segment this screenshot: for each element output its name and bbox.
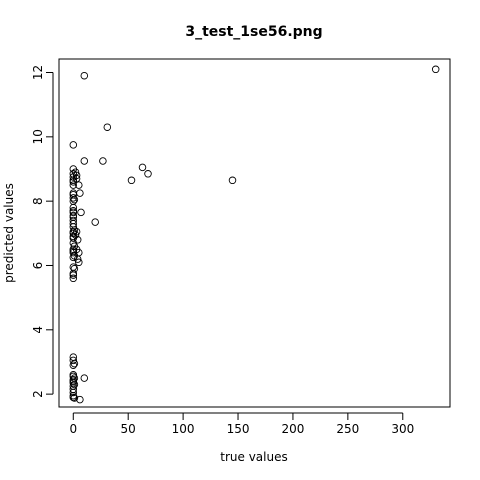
y-tick-label: 12 bbox=[31, 65, 45, 80]
x-tick-label: 150 bbox=[227, 422, 250, 436]
x-tick-label: 250 bbox=[336, 422, 359, 436]
data-point bbox=[69, 356, 78, 365]
data-point bbox=[144, 170, 152, 178]
data-point bbox=[69, 208, 78, 217]
data-point bbox=[70, 394, 79, 402]
y-tick-label: 4 bbox=[31, 326, 45, 334]
y-tick-label: 8 bbox=[31, 197, 45, 205]
y-tick-label: 10 bbox=[31, 129, 45, 144]
data-point bbox=[103, 123, 112, 131]
data-point bbox=[69, 274, 78, 283]
y-axis: 2 4 6 8 10 12 bbox=[31, 65, 54, 398]
data-point bbox=[69, 229, 78, 238]
x-axis: 0 50 100 150 200 250 300 bbox=[69, 412, 414, 436]
data-point bbox=[73, 255, 82, 263]
data-point bbox=[70, 264, 79, 273]
x-tick-label: 200 bbox=[281, 422, 304, 436]
data-point bbox=[70, 195, 79, 204]
data-point bbox=[91, 218, 99, 226]
data-point bbox=[69, 203, 78, 212]
data-point bbox=[69, 253, 78, 262]
data-point bbox=[80, 71, 89, 80]
x-tick-label: 300 bbox=[391, 422, 414, 436]
data-point bbox=[431, 65, 440, 74]
data-point bbox=[70, 380, 79, 389]
data-points bbox=[69, 65, 440, 404]
data-point bbox=[69, 393, 78, 402]
plot-frame bbox=[58, 58, 451, 408]
x-tick-label: 100 bbox=[172, 422, 195, 436]
data-point bbox=[69, 271, 78, 279]
data-point bbox=[76, 395, 84, 404]
x-tick-label: 0 bbox=[69, 422, 77, 436]
chart-title: 3_test_1se56.png bbox=[185, 24, 322, 40]
data-point bbox=[69, 248, 78, 257]
data-point bbox=[77, 208, 85, 217]
data-point bbox=[75, 181, 83, 189]
data-point bbox=[69, 234, 78, 242]
data-point bbox=[69, 181, 78, 189]
data-point bbox=[76, 189, 84, 197]
data-point bbox=[69, 388, 78, 397]
y-axis-label: predicted values bbox=[2, 183, 16, 283]
data-point bbox=[80, 157, 89, 165]
data-point bbox=[127, 176, 136, 185]
x-tick-label: 50 bbox=[121, 422, 136, 436]
data-point bbox=[80, 374, 89, 382]
data-point bbox=[69, 178, 78, 186]
data-point bbox=[69, 194, 78, 202]
data-point bbox=[138, 163, 147, 172]
x-axis-label: true values bbox=[220, 450, 287, 464]
data-point bbox=[69, 361, 78, 369]
data-point bbox=[228, 176, 237, 185]
data-point bbox=[99, 157, 107, 165]
data-point bbox=[70, 359, 79, 368]
y-tick-label: 6 bbox=[31, 262, 45, 270]
data-point bbox=[75, 258, 83, 267]
y-tick-label: 2 bbox=[31, 390, 45, 398]
data-point bbox=[69, 141, 78, 149]
